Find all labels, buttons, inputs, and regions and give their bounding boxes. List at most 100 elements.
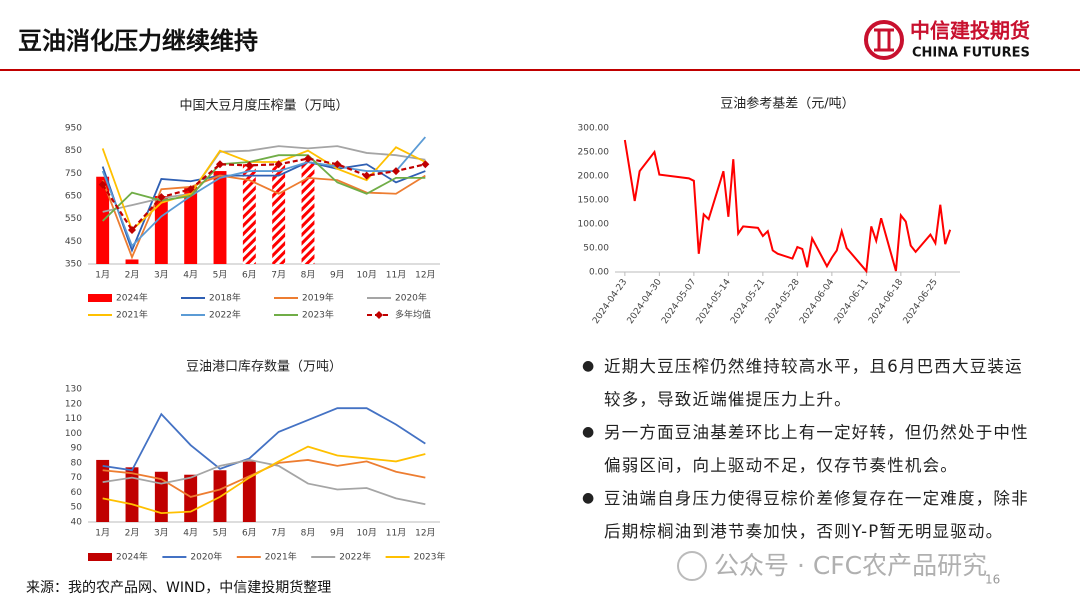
x-tick-label: 5月 [213,270,228,281]
bar [154,196,168,264]
legend-label: 2021年 [116,309,148,321]
y-tick-label: 850 [65,146,82,156]
bar [125,259,139,264]
bar [272,164,286,264]
y-tick-label: 750 [65,169,82,179]
x-tick-label: 10月 [356,528,376,539]
y-tick-label: 100.00 [578,220,610,230]
y-tick-label: 80 [71,458,83,468]
logo [864,20,904,60]
x-tick-label: 3月 [154,270,169,281]
line [102,459,426,506]
x-tick-label: 2024-05-14 [695,277,733,326]
marker [392,167,400,176]
marker [186,185,195,194]
x-tick-label: 2024-06-18 [867,277,905,326]
legend-label: 2022年 [339,551,371,563]
marker [216,160,224,169]
legend-label: 2022年 [209,309,241,321]
y-tick-label: 60 [71,488,83,498]
bar [242,164,256,264]
line [102,445,426,515]
marker [245,161,254,170]
x-tick-label: 2024-05-21 [729,277,767,326]
y-tick-label: 200.00 [578,172,610,182]
line [102,154,426,222]
x-tick-label: 1月 [95,270,110,281]
source: 来源：我的农产品网、WIND，中信建投期货整理 [26,579,331,596]
x-tick-label: 2024-04-23 [591,277,629,326]
x-tick-label: 4月 [183,528,198,539]
legend-label: 2020年 [395,292,427,304]
watermark: 公众号 · CFC农产品研究 [714,551,987,580]
y-tick-label: 130 [65,385,82,395]
y-tick-label: 650 [65,192,82,202]
x-tick-label: 12月 [415,270,435,281]
chart-title: 豆油港口库存数量（万吨） [186,359,342,375]
page-title: 豆油消化压力继续维持 [18,27,258,55]
x-tick-label: 7月 [271,270,286,281]
marker [304,154,312,163]
bar [184,186,198,264]
bullet: 豆油端自身压力使得豆棕价差修复存在一定难度，除非后期棕榈油到港节奏加快，否则Y-… [604,489,1029,541]
y-tick-label: 350 [65,260,82,270]
x-tick-label: 5月 [213,528,228,539]
x-tick-label: 2月 [125,270,140,281]
legend-label: 2023年 [302,309,334,321]
y-tick-label: 150.00 [578,196,610,206]
watermark-icon [677,551,707,581]
marker [274,160,283,169]
y-tick-label: 100 [65,429,82,439]
legend-marker [375,311,383,319]
legend-label: 2024年 [116,292,148,304]
marker [157,193,166,202]
logo-en: CHINA FUTURES [912,46,1030,61]
x-tick-label: 1月 [95,528,110,539]
x-tick-label: 8月 [301,270,316,281]
bullet-dot: ● [582,424,595,440]
legend-swatch [88,294,112,302]
x-tick-label: 6月 [242,528,257,539]
legend-label: 2024年 [116,551,148,563]
x-tick-label: 2024-05-28 [764,277,802,326]
legend-label: 2023年 [414,551,446,563]
bar [96,459,110,522]
marker [362,171,371,180]
bar [184,474,198,522]
legend-label: 2020年 [190,551,222,563]
x-tick-label: 7月 [271,528,286,539]
bullet: 近期大豆压榨仍然维持较高水平，且6月巴西大豆装运较多，导致近端催提压力上升。 [604,357,1023,409]
y-tick-label: 50 [71,503,83,513]
x-tick-label: 2024-06-25 [902,277,940,326]
bar [301,159,315,264]
x-tick-label: 2024-04-30 [626,277,664,326]
x-tick-label: 2024-06-04 [798,277,836,326]
y-tick-label: 950 [65,124,82,134]
legend-label: 2018年 [209,292,241,304]
y-tick-label: 70 [71,473,83,483]
legend-label: 2021年 [265,551,297,563]
bar [154,471,168,522]
page-number: 16 [985,573,1000,587]
y-tick-label: 90 [71,444,83,454]
legend-label: 多年均值 [395,309,431,321]
x-tick-label: 3月 [154,528,169,539]
line [623,139,952,274]
x-tick-label: 8月 [301,528,316,539]
y-tick-label: 110 [65,414,82,424]
line [102,407,426,472]
marker [333,160,342,169]
x-tick-label: 11月 [386,270,406,281]
line [101,174,426,260]
line [101,157,426,232]
chart-title: 豆油参考基差（元/吨） [720,96,854,112]
bullet-dot: ● [582,490,595,506]
y-tick-label: 550 [65,214,82,224]
x-tick-label: 12月 [415,528,435,539]
x-tick-label: 6月 [242,270,257,281]
marker [98,180,107,189]
x-tick-label: 2月 [125,528,140,539]
x-tick-label: 11月 [386,528,406,539]
